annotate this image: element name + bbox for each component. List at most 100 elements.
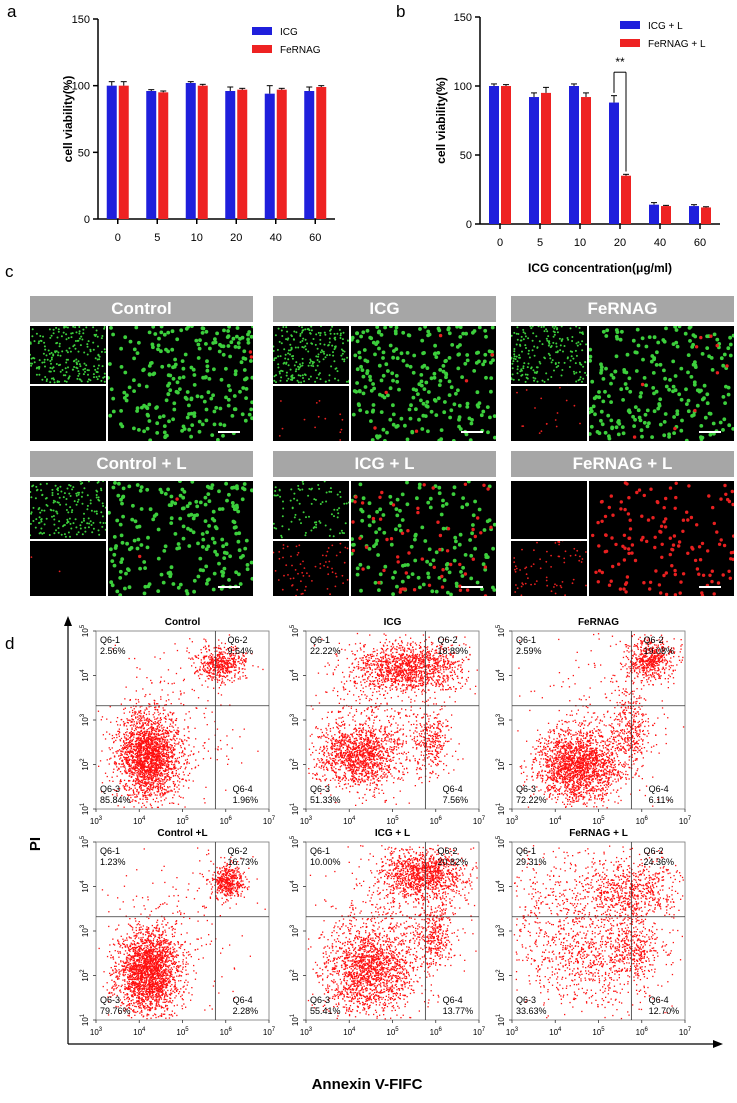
quadrant-label-q1: Q6-1 [516, 635, 536, 645]
bar-fernag [276, 89, 287, 220]
flow-dots [517, 633, 685, 809]
quadrant-label-q3: Q6-3 [310, 784, 330, 794]
y-tick-label: 100 [454, 81, 472, 93]
flow-y-tick-exponent: 1 [290, 802, 296, 806]
quadrant-value-q3: 51.33% [310, 795, 341, 805]
flow-y-tick-exponent: 4 [290, 669, 296, 673]
micrograph-divider [30, 383, 106, 386]
flow-dots [307, 844, 478, 1020]
flow-plot-title: ICG [384, 617, 402, 628]
flow-y-tick-exponent: 1 [80, 1013, 86, 1017]
quadrant-value-q2: 16.73% [227, 857, 258, 867]
quadrant-value-q4: 2.28% [233, 1006, 259, 1016]
micrograph-cells [513, 481, 734, 596]
flow-x-tick-label: 106 [430, 1027, 443, 1037]
micrograph-divider [273, 383, 349, 386]
micrograph-cells [30, 326, 253, 441]
quadrant-label-q4: Q6-4 [649, 784, 669, 794]
flow-dots [513, 845, 684, 1020]
flow-y-tick-exponent: 3 [290, 713, 296, 717]
flow-x-tick-label: 103 [506, 1027, 519, 1037]
x-tick-label: 5 [154, 232, 160, 244]
micrograph-cells [273, 481, 496, 596]
bar-chart-b: 0 50 100 150 0 5 10 20 40 60 cell viability(%) ICG … [434, 12, 720, 275]
flow-plot-title: Control [165, 617, 201, 628]
flow-y-tick-exponent: 5 [290, 624, 296, 628]
flow-x-tick-exponent: 4 [558, 816, 562, 822]
flow-plot: FeRNAG + L Q6-129.31% Q6-224.36% Q6-333.63%… [496, 828, 692, 1037]
scale-bar [699, 586, 721, 588]
flow-y-tick-exponent: 2 [80, 758, 86, 762]
x-tick-label: 20 [614, 237, 626, 249]
flow-y-tick-label: 103 [80, 713, 90, 726]
micrograph-divider [587, 481, 589, 596]
panel-letter-d: d [5, 634, 14, 654]
bar-fernag-l [661, 206, 671, 224]
flow-x-tick-label: 106 [220, 1027, 233, 1037]
flow-y-tick-label: 103 [290, 924, 300, 937]
flow-x-tick-exponent: 5 [185, 816, 189, 822]
quadrant-value-q1: 29.31% [516, 857, 547, 867]
micrograph-divider [511, 383, 587, 386]
flow-x-tick-exponent: 6 [229, 816, 233, 822]
bar-fernag-l [541, 92, 551, 225]
quadrant-label-q3: Q6-3 [100, 784, 120, 794]
y-tick-label: 150 [72, 14, 90, 26]
quadrant-label-q1: Q6-1 [310, 846, 330, 856]
micrograph-label: Control + L [30, 451, 253, 477]
quadrant-label-q2: Q6-2 [437, 846, 457, 856]
quadrant-label-q1: Q6-1 [100, 635, 120, 645]
bar-fernag [197, 85, 208, 220]
flow-x-tick-label: 106 [430, 816, 443, 826]
quadrant-value-q1: 1.23% [100, 857, 126, 867]
flow-x-tick-label: 107 [679, 1027, 692, 1037]
flow-x-tick-exponent: 7 [688, 1027, 692, 1033]
micrograph-label: FeRNAG + L [511, 451, 734, 477]
flow-y-tick-label: 104 [290, 880, 300, 893]
x-tick-label: 10 [191, 232, 203, 244]
y-tick-label: 100 [72, 81, 90, 93]
flow-x-tick-label: 107 [263, 816, 276, 826]
flow-x-tick-label: 104 [133, 816, 146, 826]
bar-fernag-l [581, 97, 591, 224]
flow-x-tick-label: 103 [300, 816, 313, 826]
flow-y-tick-label: 105 [80, 624, 90, 637]
quadrant-label-q4: Q6-4 [233, 784, 253, 794]
flow-x-tick-exponent: 7 [688, 816, 692, 822]
flow-x-tick-label: 103 [90, 1027, 103, 1037]
quadrant-value-q2: 20.82% [437, 857, 468, 867]
flow-y-tick-exponent: 1 [290, 1013, 296, 1017]
flow-y-tick-exponent: 5 [80, 835, 86, 839]
micrograph-label: ICG [273, 296, 496, 322]
bar-icg [225, 91, 236, 219]
quadrant-value-q4: 6.11% [649, 795, 674, 805]
quadrant-label-q2: Q6-2 [643, 635, 663, 645]
quadrant-value-q4: 13.77% [443, 1006, 474, 1016]
y-tick-label: 150 [454, 12, 472, 24]
flow-x-tick-exponent: 5 [601, 1027, 605, 1033]
flow-x-tick-exponent: 5 [395, 816, 399, 822]
legend-swatch [620, 39, 640, 47]
flow-y-tick-exponent: 3 [80, 713, 86, 717]
bar-icg [146, 91, 157, 219]
flow-x-tick-label: 105 [386, 1027, 399, 1037]
flow-x-tick-label: 104 [343, 1027, 356, 1037]
quadrant-label-q4: Q6-4 [233, 995, 253, 1005]
flow-y-tick-label: 104 [290, 669, 300, 682]
micrograph-divider [587, 326, 589, 441]
flow-y-tick-exponent: 4 [80, 880, 86, 884]
quadrant-value-q2: 24.36% [643, 857, 674, 867]
flow-y-tick-label: 101 [496, 1013, 506, 1026]
flow-y-tick-exponent: 5 [80, 624, 86, 628]
x-axis-label: ICG concentration(μg/ml) [144, 261, 288, 262]
quadrant-value-q4: 1.96% [233, 795, 259, 805]
flow-x-tick-exponent: 5 [395, 1027, 399, 1033]
quadrant-value-q3: 85.84% [100, 795, 131, 805]
flow-y-tick-label: 104 [80, 669, 90, 682]
quadrant-label-q4: Q6-4 [443, 995, 463, 1005]
flow-x-tick-exponent: 5 [601, 816, 605, 822]
quadrant-label-q1: Q6-1 [310, 635, 330, 645]
bar-icg [264, 93, 275, 219]
flow-y-tick-exponent: 2 [290, 969, 296, 973]
flow-y-tick-label: 103 [80, 924, 90, 937]
